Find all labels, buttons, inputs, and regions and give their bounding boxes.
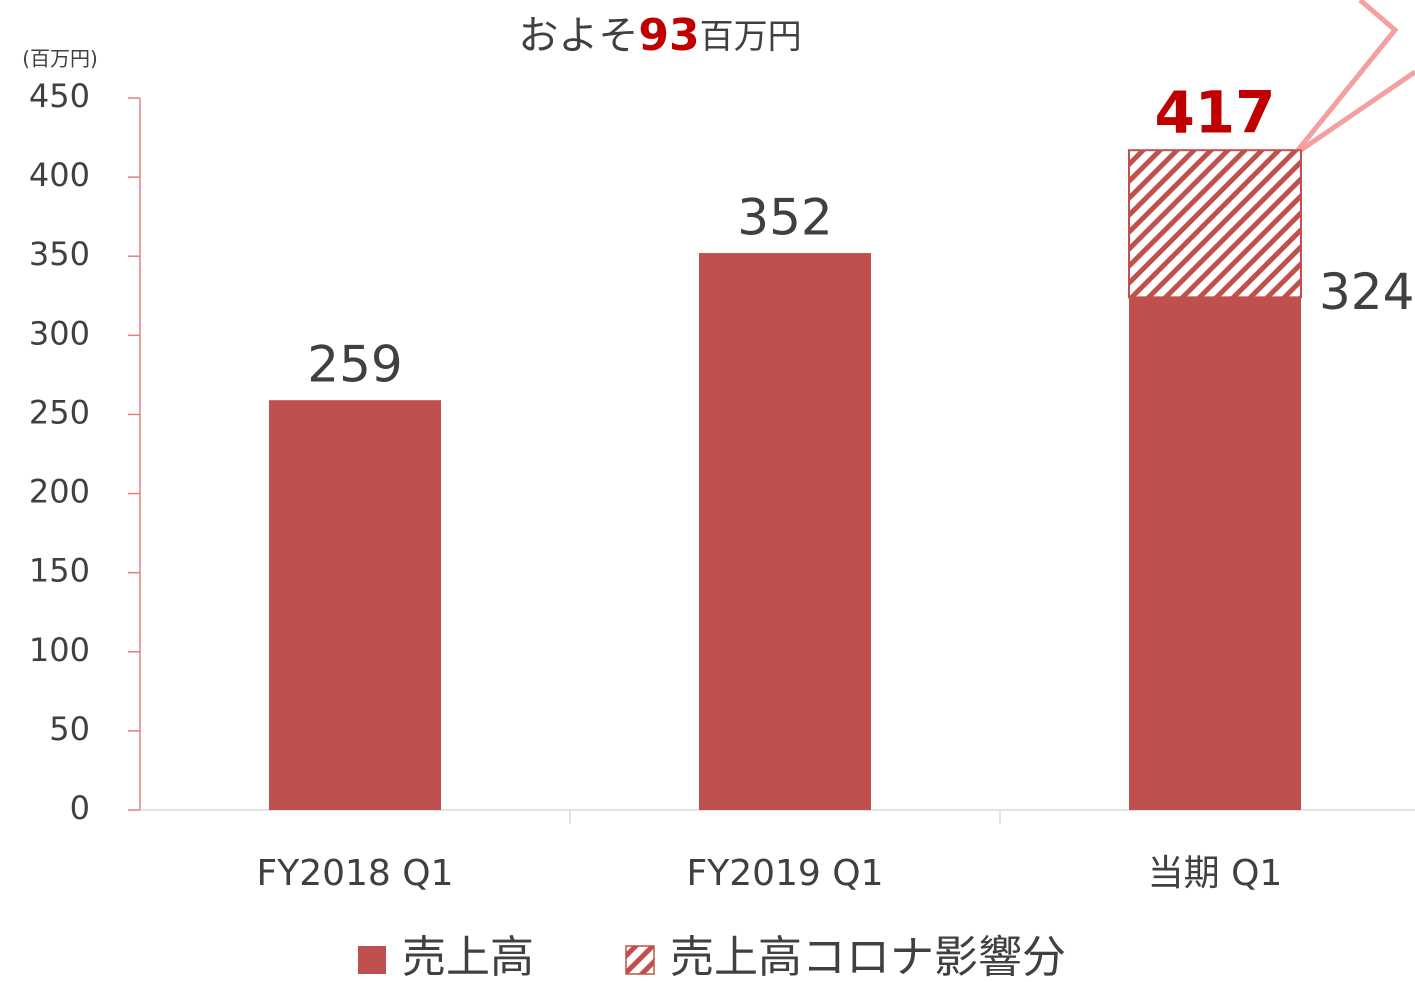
y-tick-label: 300 [29,314,90,352]
bar-segment [1129,297,1301,810]
bar-segment [699,253,871,810]
y-tick-label: 350 [29,235,90,273]
bar-segment [269,400,441,810]
value-label: 352 [737,189,832,247]
y-tick-label: 0 [70,789,90,827]
callout: およそ93百万円 [518,10,801,61]
legend-swatch [358,946,386,974]
y-tick-label: 50 [49,710,90,748]
y-tick-label: 250 [29,393,90,431]
value-label: 259 [307,336,402,394]
x-tick-label: 当期 Q1 [1148,853,1283,894]
legend-swatch [625,945,655,975]
value-label: 324 [1319,263,1414,321]
total-label: 417 [1154,78,1275,146]
callout-prefix: およそ [518,13,638,59]
x-tick-label: FY2018 Q1 [257,853,454,894]
callout-suffix: 百万円 [700,17,802,57]
legend-label: 売上高 [402,932,534,982]
y-tick-label: 450 [29,77,90,115]
callout-value: 93 [638,10,699,61]
x-tick-label: FY2019 Q1 [687,853,884,894]
y-tick-label: 150 [29,552,90,590]
callout-pointer [1296,0,1399,152]
y-tick-label: 100 [29,631,90,669]
legend-label: 売上高コロナ影響分 [670,932,1066,982]
bar-segment-hatched [1128,149,1302,299]
y-tick-label: 400 [29,156,90,194]
y-axis-label: (百万円) [22,47,98,71]
y-tick-label: 200 [29,473,90,511]
callout-pointer [1296,69,1415,155]
